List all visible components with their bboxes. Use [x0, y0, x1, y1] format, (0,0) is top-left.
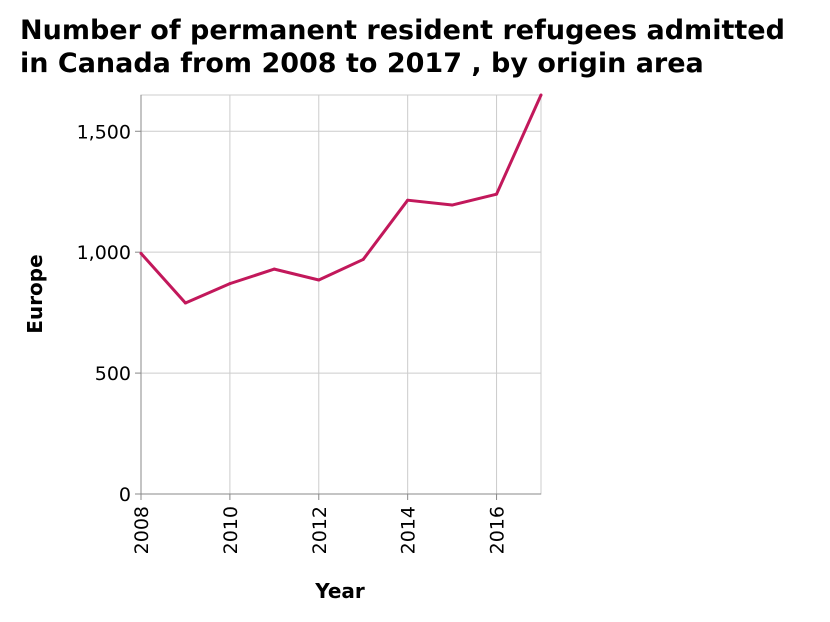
data-point	[539, 93, 543, 97]
data-point	[139, 251, 143, 255]
y-tick-label: 1,500	[77, 121, 131, 143]
chart-title: Number of permanent resident refugees ad…	[20, 15, 785, 79]
data-point	[228, 282, 232, 286]
data-point	[450, 203, 454, 207]
data-point	[272, 267, 276, 271]
plot-area-border	[140, 94, 542, 495]
y-tick-label: 1,000	[77, 242, 131, 264]
x-axis-ticks: 2008 2010 2012 2014 2016	[131, 494, 509, 554]
grid	[140, 94, 542, 495]
x-axis-label: Year	[314, 579, 365, 603]
y-tick-label: 500	[95, 363, 131, 385]
x-tick-label: 2014	[398, 506, 420, 554]
y-tick-label: 0	[119, 484, 131, 506]
data-point	[406, 198, 410, 202]
y-axis-ticks: 0 500 1,000 1,500	[77, 121, 141, 506]
data-point	[361, 257, 365, 261]
series-layer	[139, 93, 543, 305]
x-tick-label: 2016	[487, 506, 509, 554]
data-point	[317, 278, 321, 282]
y-axis-label: Europe	[23, 254, 47, 333]
axes	[140, 95, 541, 495]
data-point	[183, 301, 187, 305]
x-tick-label: 2012	[309, 506, 331, 554]
x-tick-label: 2010	[220, 506, 242, 554]
data-point	[495, 192, 499, 196]
x-tick-label: 2008	[131, 506, 153, 554]
series-line	[139, 94, 543, 305]
